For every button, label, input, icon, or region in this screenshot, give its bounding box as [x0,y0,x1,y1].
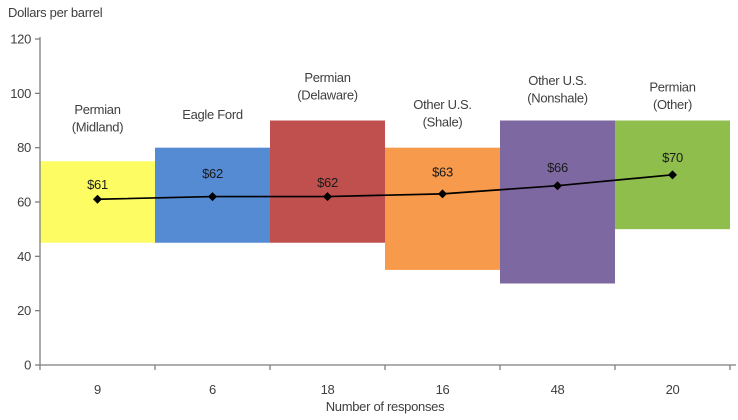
responses-count: 48 [551,382,565,397]
category-label: Eagle Ford [182,107,243,122]
category-label: Permian [74,102,120,117]
average-value-label: $63 [432,164,453,179]
average-value-label: $62 [202,166,223,181]
responses-count: 9 [94,382,101,397]
category-label: (Shale) [423,115,463,130]
responses-count: 6 [209,382,216,397]
y-tick-label: 60 [17,195,31,210]
category-label: (Delaware) [297,88,358,103]
average-marker [438,189,447,199]
range-bar-4 [385,147,500,270]
average-line [97,173,673,201]
average-marker [323,192,332,202]
responses-count: 18 [321,382,335,397]
responses-count: 20 [666,382,680,397]
average-marker [668,170,677,180]
y-tick-label: 40 [17,249,31,264]
y-tick-label: 120 [10,32,31,47]
average-value-label: $61 [87,177,108,192]
category-label: Other U.S. [413,97,471,112]
y-tick-label: 0 [24,358,31,373]
y-tick-label: 20 [17,303,31,318]
y-axis-title: Dollars per barrel [8,5,103,20]
x-axis-title: Number of responses [325,399,445,414]
average-marker [553,181,562,191]
average-marker [93,194,102,204]
category-label: (Nonshale) [527,91,588,106]
category-label: Permian [649,80,695,95]
category-label: (Other) [653,97,692,112]
y-tick-label: 100 [10,86,31,101]
category-label: Other U.S. [528,73,586,88]
category-label: (Midland) [72,120,123,135]
range-bar-3 [270,120,385,243]
average-value-label: $66 [547,160,568,175]
responses-count: 16 [436,382,450,397]
average-value-label: $62 [317,175,338,190]
category-label: Permian [304,70,350,85]
y-tick-label: 80 [17,140,31,155]
average-value-label: $70 [662,150,683,165]
average-marker [208,192,217,202]
range-bar-5 [500,120,615,284]
